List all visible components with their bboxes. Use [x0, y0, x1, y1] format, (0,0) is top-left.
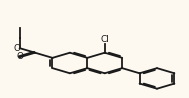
Text: O: O [16, 52, 23, 61]
Text: Cl: Cl [100, 35, 109, 44]
Text: O: O [14, 44, 21, 53]
